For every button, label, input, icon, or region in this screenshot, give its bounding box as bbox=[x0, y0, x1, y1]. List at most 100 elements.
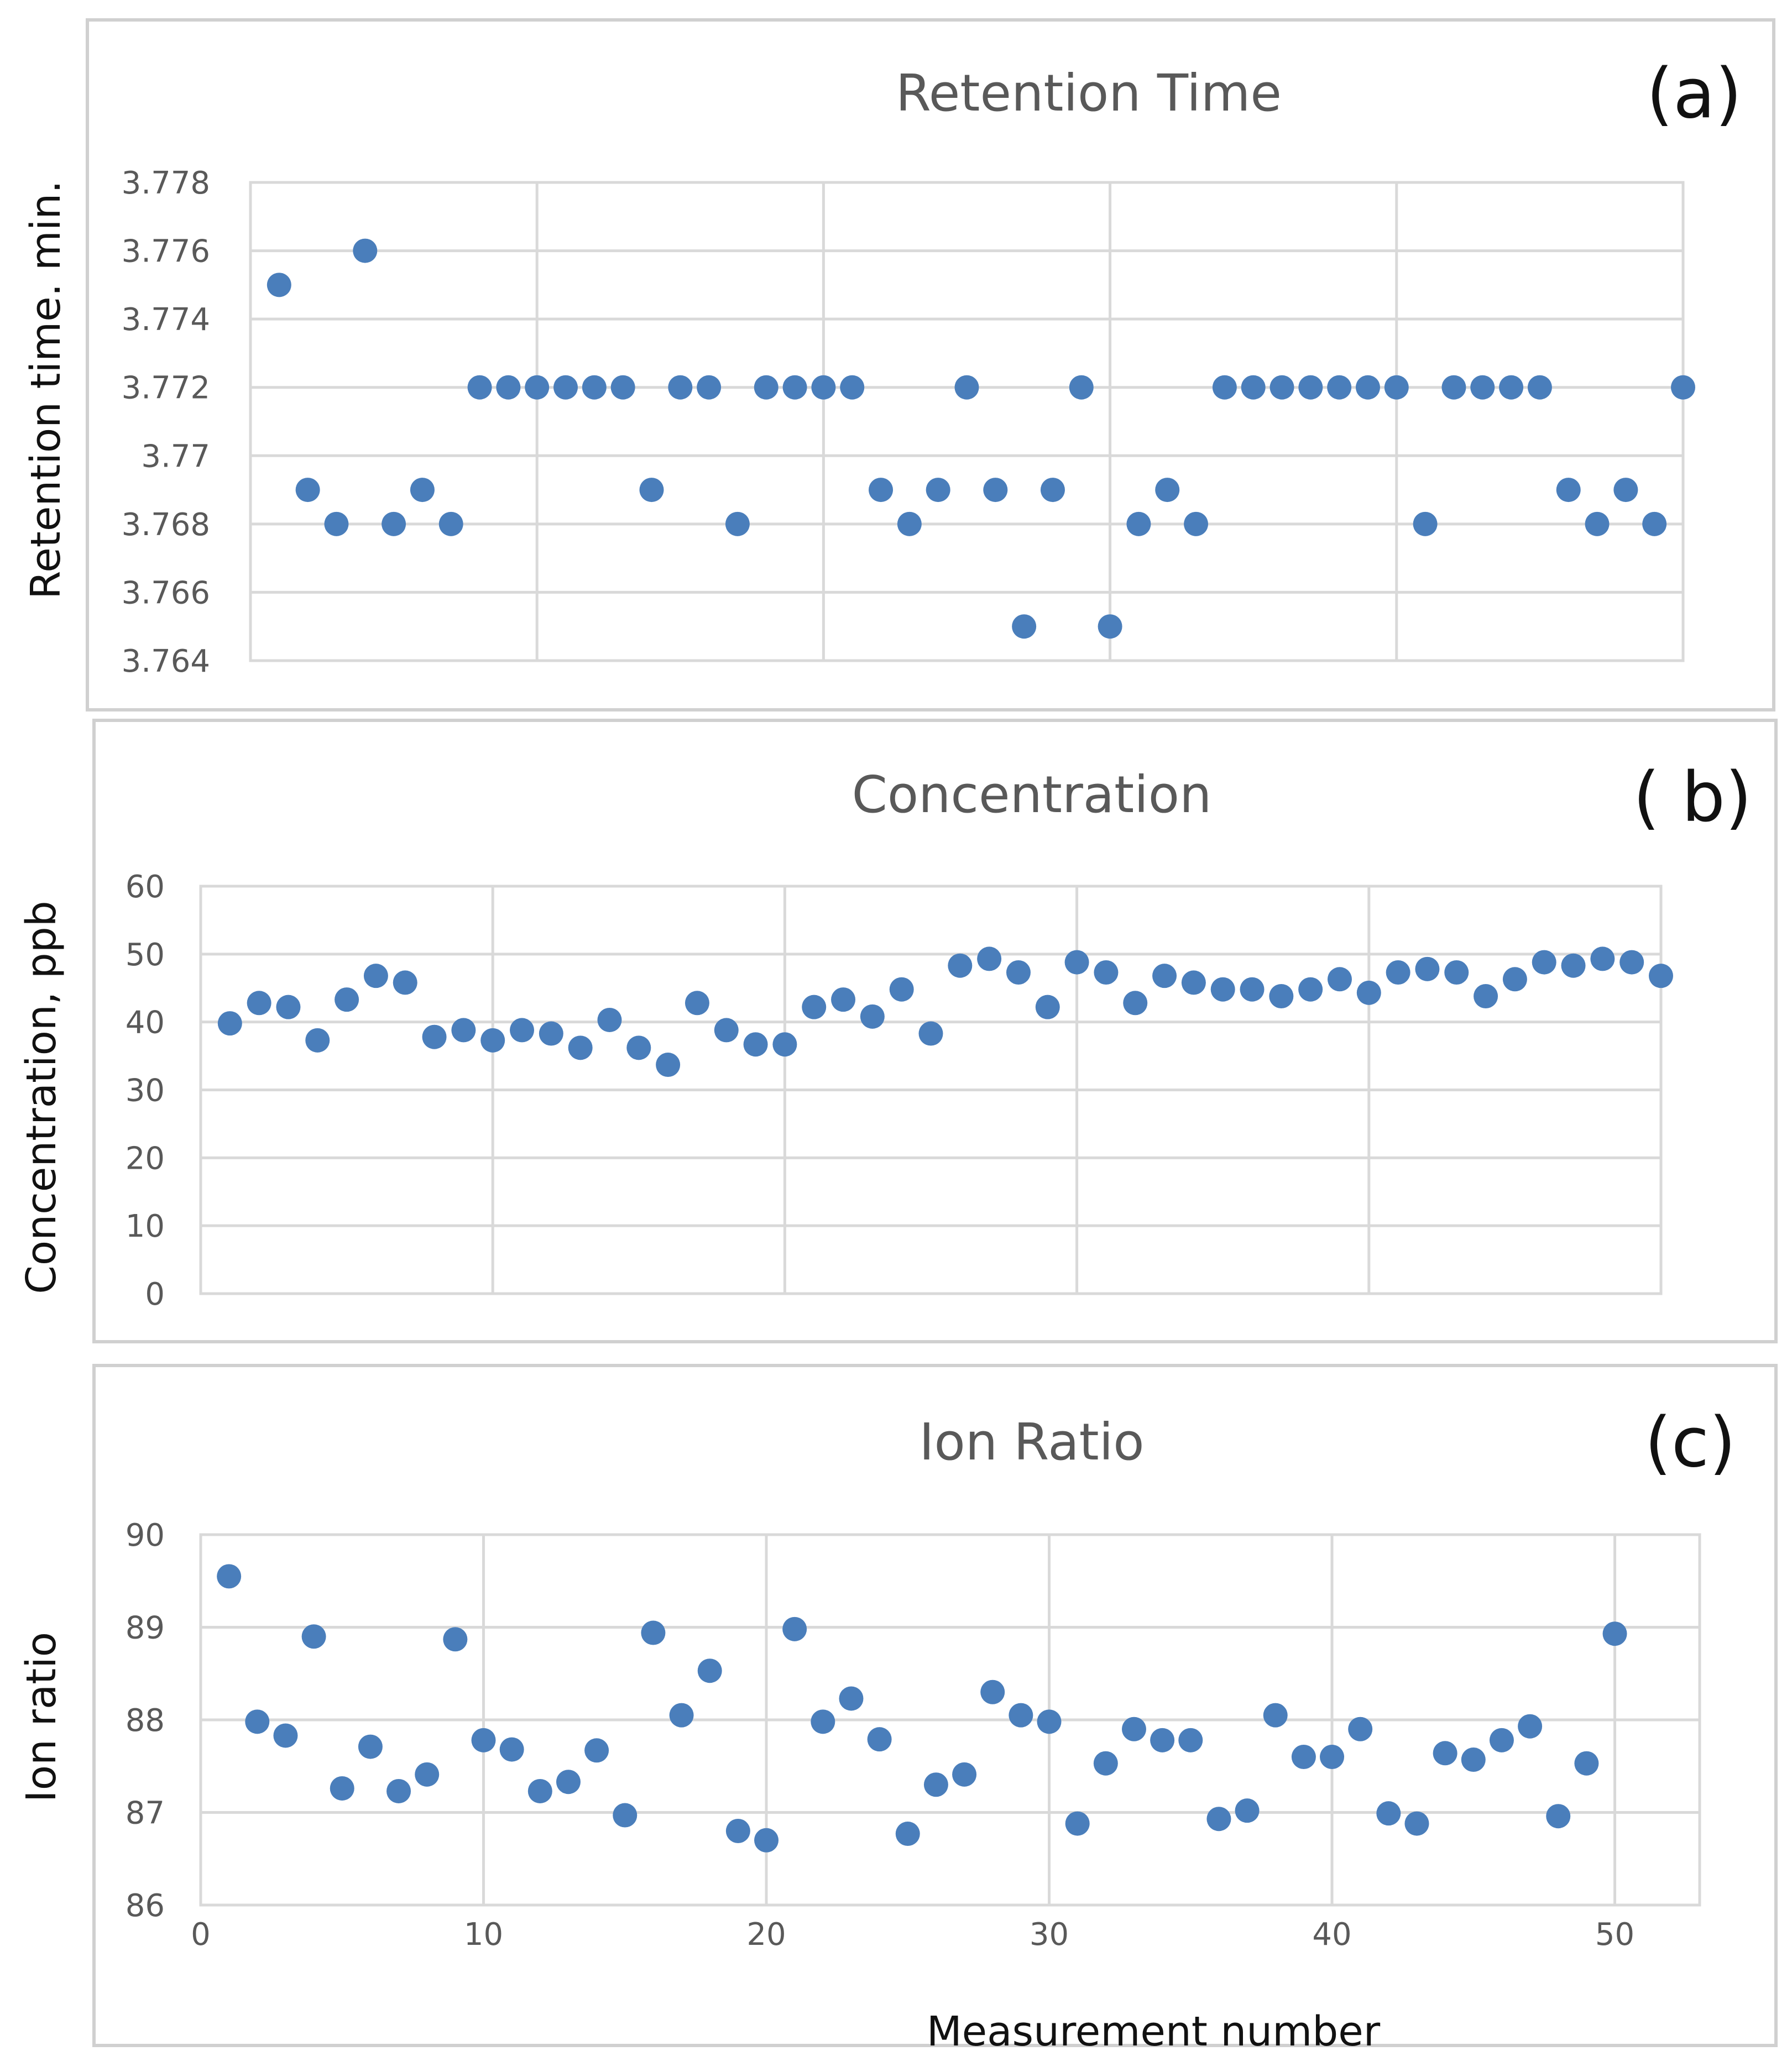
chart-title-c: Ion Ratio bbox=[919, 1412, 1144, 1472]
data-point-c-44 bbox=[1433, 1741, 1457, 1766]
data-point-a-36 bbox=[1269, 375, 1294, 400]
y-axis-label-c: Ion ratio bbox=[18, 1632, 65, 1802]
y-tick-label-b-4: 40 bbox=[126, 1005, 165, 1041]
data-point-c-34 bbox=[1150, 1728, 1175, 1752]
data-point-a-15 bbox=[668, 375, 693, 400]
data-point-a-8 bbox=[467, 375, 492, 400]
y-tick-label-b-2: 20 bbox=[126, 1140, 165, 1176]
data-point-b-41 bbox=[1386, 960, 1410, 985]
x-axis-label-c: Measurement number bbox=[927, 2008, 1381, 2051]
data-point-c-35 bbox=[1178, 1728, 1203, 1752]
data-point-a-23 bbox=[897, 511, 922, 536]
y-tick-label-b-1: 10 bbox=[126, 1208, 165, 1244]
data-point-a-9 bbox=[496, 375, 521, 400]
data-point-b-49 bbox=[1619, 950, 1644, 975]
data-point-b-18 bbox=[714, 1018, 739, 1043]
data-point-b-9 bbox=[451, 1018, 476, 1043]
data-point-b-27 bbox=[977, 946, 1002, 971]
data-point-c-16 bbox=[641, 1620, 666, 1645]
y-tick-label-b-5: 50 bbox=[126, 937, 165, 973]
data-point-b-21 bbox=[802, 995, 827, 1019]
data-point-c-8 bbox=[415, 1762, 440, 1787]
y-tick-label-a-4: 3.772 bbox=[122, 370, 210, 406]
data-point-c-13 bbox=[556, 1770, 581, 1794]
y-tick-label-b-6: 60 bbox=[126, 869, 165, 905]
x-tick-label-c-5: 50 bbox=[1595, 1917, 1634, 1953]
y-tick-label-a-3: 3.77 bbox=[141, 438, 210, 474]
data-point-b-8 bbox=[422, 1024, 447, 1049]
data-point-b-3 bbox=[276, 995, 301, 1019]
data-point-a-4 bbox=[353, 238, 378, 263]
data-point-a-30 bbox=[1098, 614, 1122, 639]
data-point-c-42 bbox=[1376, 1801, 1401, 1826]
data-point-b-29 bbox=[1035, 995, 1060, 1019]
data-point-a-50 bbox=[1671, 375, 1695, 400]
data-point-a-13 bbox=[610, 375, 635, 400]
data-point-c-7 bbox=[386, 1778, 411, 1803]
y-tick-label-c-1: 87 bbox=[126, 1796, 165, 1832]
data-point-b-24 bbox=[889, 977, 914, 1002]
data-point-a-3 bbox=[324, 511, 349, 536]
panel-b-frame bbox=[92, 719, 1778, 1343]
data-point-b-48 bbox=[1590, 946, 1615, 971]
data-point-b-16 bbox=[656, 1053, 681, 1077]
y-tick-label-a-1: 3.766 bbox=[122, 575, 210, 611]
data-point-c-6 bbox=[358, 1734, 383, 1759]
data-point-a-47 bbox=[1585, 511, 1610, 536]
data-point-b-33 bbox=[1152, 964, 1177, 988]
data-point-c-2 bbox=[245, 1709, 270, 1734]
data-point-b-22 bbox=[831, 987, 856, 1012]
x-tick-label-c-1: 10 bbox=[464, 1917, 503, 1953]
data-point-c-36 bbox=[1206, 1807, 1231, 1832]
data-point-c-45 bbox=[1461, 1747, 1486, 1772]
data-point-c-18 bbox=[697, 1658, 722, 1683]
panel-a: Retention Time (a) Retention time. min. … bbox=[22, 18, 1775, 711]
data-point-b-42 bbox=[1415, 956, 1440, 981]
data-point-b-38 bbox=[1298, 977, 1323, 1002]
data-point-b-45 bbox=[1502, 967, 1527, 992]
data-point-c-48 bbox=[1546, 1804, 1571, 1829]
data-point-a-46 bbox=[1556, 478, 1581, 503]
data-point-c-43 bbox=[1404, 1811, 1429, 1836]
y-tick-label-c-0: 86 bbox=[126, 1888, 165, 1924]
data-point-b-30 bbox=[1064, 950, 1089, 975]
data-point-a-28 bbox=[1040, 478, 1065, 503]
data-point-a-27 bbox=[1012, 614, 1037, 639]
data-point-c-19 bbox=[725, 1819, 750, 1843]
y-axis-label-b: Concentration, ppb bbox=[18, 901, 65, 1294]
y-tick-label-c-2: 88 bbox=[126, 1703, 165, 1739]
data-point-c-49 bbox=[1574, 1751, 1599, 1776]
data-point-b-13 bbox=[568, 1035, 593, 1060]
y-ticks-c: 86 87 88 89 90 bbox=[126, 1518, 165, 1924]
panel-label-c: (c) bbox=[1645, 1403, 1736, 1483]
y-tick-label-a-7: 3.778 bbox=[122, 165, 210, 201]
data-point-c-50 bbox=[1602, 1621, 1627, 1646]
data-point-a-19 bbox=[782, 375, 807, 400]
data-point-a-25 bbox=[954, 375, 979, 400]
data-point-b-14 bbox=[597, 1007, 622, 1032]
data-point-a-20 bbox=[811, 375, 836, 400]
data-point-b-25 bbox=[918, 1021, 943, 1046]
data-point-b-36 bbox=[1240, 977, 1265, 1002]
data-point-a-42 bbox=[1441, 375, 1466, 400]
data-point-b-17 bbox=[685, 991, 709, 1016]
data-point-b-15 bbox=[626, 1035, 651, 1060]
x-tick-label-c-3: 30 bbox=[1030, 1917, 1069, 1953]
y-tick-label-b-3: 30 bbox=[126, 1073, 165, 1109]
data-point-a-5 bbox=[382, 511, 406, 536]
data-point-b-28 bbox=[1006, 960, 1031, 985]
y-ticks-b: 0 10 20 30 40 50 60 bbox=[126, 869, 165, 1312]
chart-title-b: Concentration bbox=[852, 765, 1212, 824]
data-point-b-6 bbox=[363, 964, 388, 988]
data-point-a-31 bbox=[1126, 511, 1151, 536]
y-tick-label-a-6: 3.776 bbox=[122, 234, 210, 270]
data-point-c-15 bbox=[613, 1803, 638, 1828]
data-point-c-31 bbox=[1065, 1811, 1090, 1836]
data-point-c-29 bbox=[1009, 1703, 1033, 1728]
data-point-b-5 bbox=[335, 987, 359, 1012]
panel-b: Concentration ( b) Concentration, ppb 0 1… bbox=[18, 719, 1778, 1343]
data-point-c-4 bbox=[301, 1624, 326, 1649]
data-point-c-26 bbox=[923, 1772, 948, 1797]
data-point-a-18 bbox=[754, 375, 779, 400]
data-point-a-24 bbox=[926, 478, 950, 503]
